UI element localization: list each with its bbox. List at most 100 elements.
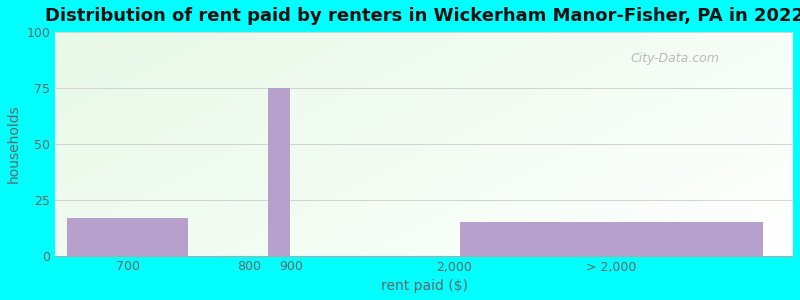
Bar <box>55 108 793 109</box>
Bar <box>55 223 793 224</box>
Bar <box>55 111 793 112</box>
Bar <box>55 218 793 219</box>
Bar <box>55 235 793 236</box>
Bar <box>55 154 793 155</box>
Bar <box>55 75 793 76</box>
Bar <box>55 72 793 73</box>
Bar <box>55 45 793 46</box>
Bar <box>461 222 763 256</box>
Bar <box>55 41 793 42</box>
Bar <box>55 37 793 38</box>
Bar <box>55 243 793 244</box>
Bar <box>55 241 793 242</box>
Bar <box>55 168 793 169</box>
Bar <box>55 234 793 235</box>
Bar <box>55 248 793 249</box>
Bar <box>55 165 793 166</box>
Bar <box>55 141 793 142</box>
Bar <box>55 237 793 238</box>
Bar <box>55 95 793 96</box>
Bar <box>55 191 793 192</box>
Bar <box>55 125 793 126</box>
Bar <box>55 251 793 252</box>
Bar <box>55 149 793 150</box>
Bar <box>55 42 793 43</box>
Bar <box>55 91 793 92</box>
Bar <box>55 205 793 206</box>
Bar <box>55 102 793 103</box>
Bar <box>55 73 793 74</box>
Bar <box>55 161 793 162</box>
Bar <box>55 200 793 201</box>
X-axis label: rent paid ($): rent paid ($) <box>381 279 468 293</box>
Bar <box>55 214 793 215</box>
Bar <box>55 224 793 225</box>
Bar <box>55 110 793 111</box>
Bar <box>55 159 793 160</box>
Bar <box>55 190 793 191</box>
Bar <box>55 112 793 113</box>
Bar <box>55 252 793 253</box>
Bar <box>55 124 793 125</box>
Bar <box>55 135 793 136</box>
Bar <box>55 221 793 222</box>
Bar <box>55 117 793 118</box>
Bar <box>55 107 793 108</box>
Bar <box>55 201 793 202</box>
Bar <box>55 202 793 203</box>
Bar <box>55 90 793 91</box>
Bar <box>55 136 793 137</box>
Bar <box>55 215 793 216</box>
Bar <box>55 104 793 105</box>
Bar <box>55 158 793 159</box>
Bar <box>55 186 793 187</box>
Bar <box>55 238 793 239</box>
Bar <box>55 155 793 156</box>
Bar <box>55 61 793 62</box>
Bar <box>55 178 793 179</box>
Bar <box>55 199 793 200</box>
Bar <box>55 60 793 61</box>
Bar <box>55 195 793 196</box>
Bar <box>55 222 793 223</box>
Bar <box>55 109 793 110</box>
Bar <box>55 119 793 120</box>
Bar <box>55 57 793 58</box>
Bar <box>55 160 793 161</box>
Bar <box>55 245 793 246</box>
Bar <box>55 84 793 85</box>
Bar <box>55 76 793 77</box>
Bar <box>55 219 793 220</box>
Bar <box>55 115 793 116</box>
Bar <box>55 182 793 183</box>
Bar <box>55 101 793 102</box>
Bar <box>55 127 793 128</box>
Bar <box>55 255 793 256</box>
Bar <box>55 103 793 104</box>
Bar <box>55 189 793 190</box>
Bar <box>55 187 793 188</box>
Bar <box>268 88 290 256</box>
Bar <box>55 162 793 163</box>
Bar <box>55 36 793 37</box>
Bar <box>55 164 793 165</box>
Bar <box>55 97 793 98</box>
Bar <box>55 118 793 119</box>
Bar <box>55 47 793 48</box>
Bar <box>55 67 793 68</box>
Bar <box>55 66 793 67</box>
Bar <box>55 114 793 115</box>
Bar <box>55 207 793 208</box>
Bar <box>55 83 793 84</box>
Bar <box>55 138 793 139</box>
Bar <box>55 196 793 197</box>
Bar <box>55 227 793 228</box>
Bar <box>55 253 793 254</box>
Bar <box>55 177 793 178</box>
Bar <box>55 254 793 255</box>
Bar <box>55 118 793 119</box>
Bar <box>55 64 793 65</box>
Bar <box>55 49 793 50</box>
Bar <box>55 171 793 172</box>
Bar <box>55 244 793 245</box>
